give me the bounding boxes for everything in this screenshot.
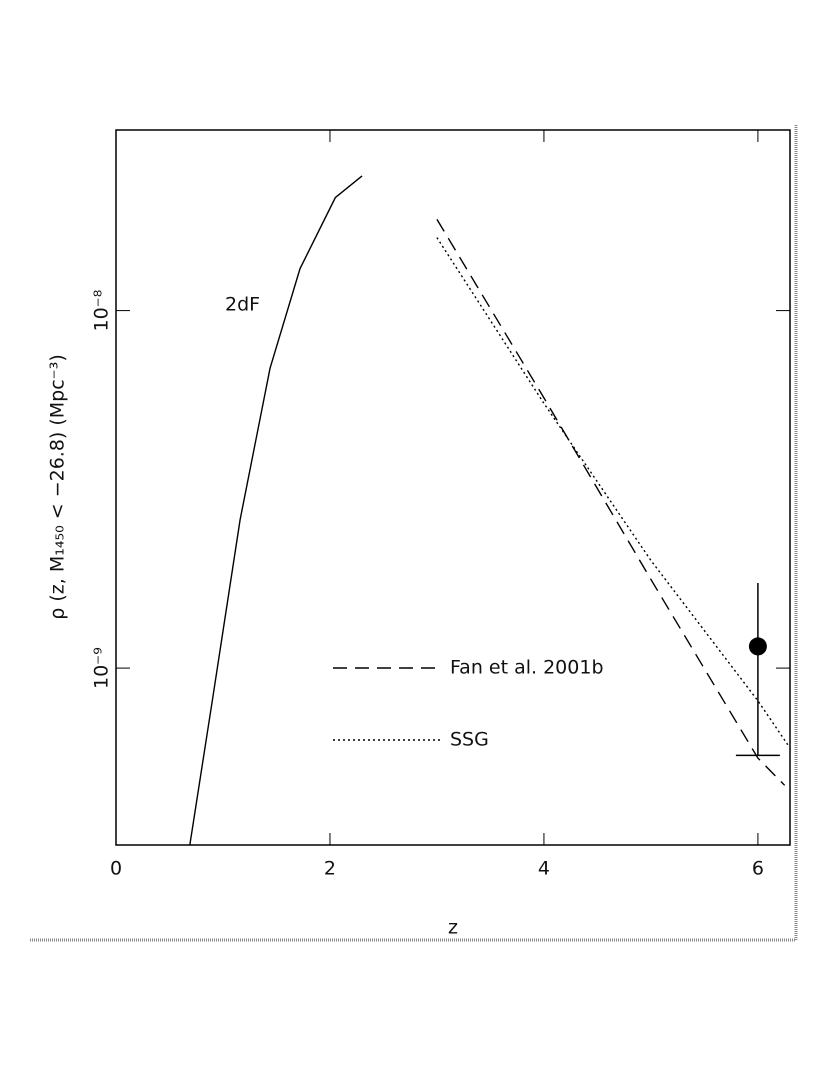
series-label: 2dF bbox=[225, 294, 260, 316]
line bbox=[436, 218, 786, 786]
line bbox=[189, 175, 363, 846]
x-tick-label: 4 bbox=[538, 858, 550, 880]
legend-label: SSG bbox=[450, 729, 489, 751]
legend-label: Fan et al. 2001b bbox=[450, 657, 604, 679]
line bbox=[436, 237, 789, 746]
x-tick-label: 6 bbox=[752, 858, 764, 880]
y-tick-label: 10⁻⁹ bbox=[91, 647, 113, 689]
x-tick-label: 0 bbox=[110, 858, 122, 880]
plot-frame bbox=[115, 129, 791, 846]
x-tick-label: 2 bbox=[324, 858, 336, 880]
x-axis-label: z bbox=[448, 917, 458, 939]
y-axis-label: ρ (z, M₁₄₅₀ < −26.8) (Mpc⁻³) bbox=[47, 354, 69, 619]
y-tick-label: 10⁻⁸ bbox=[91, 290, 113, 332]
data-point bbox=[748, 637, 767, 656]
